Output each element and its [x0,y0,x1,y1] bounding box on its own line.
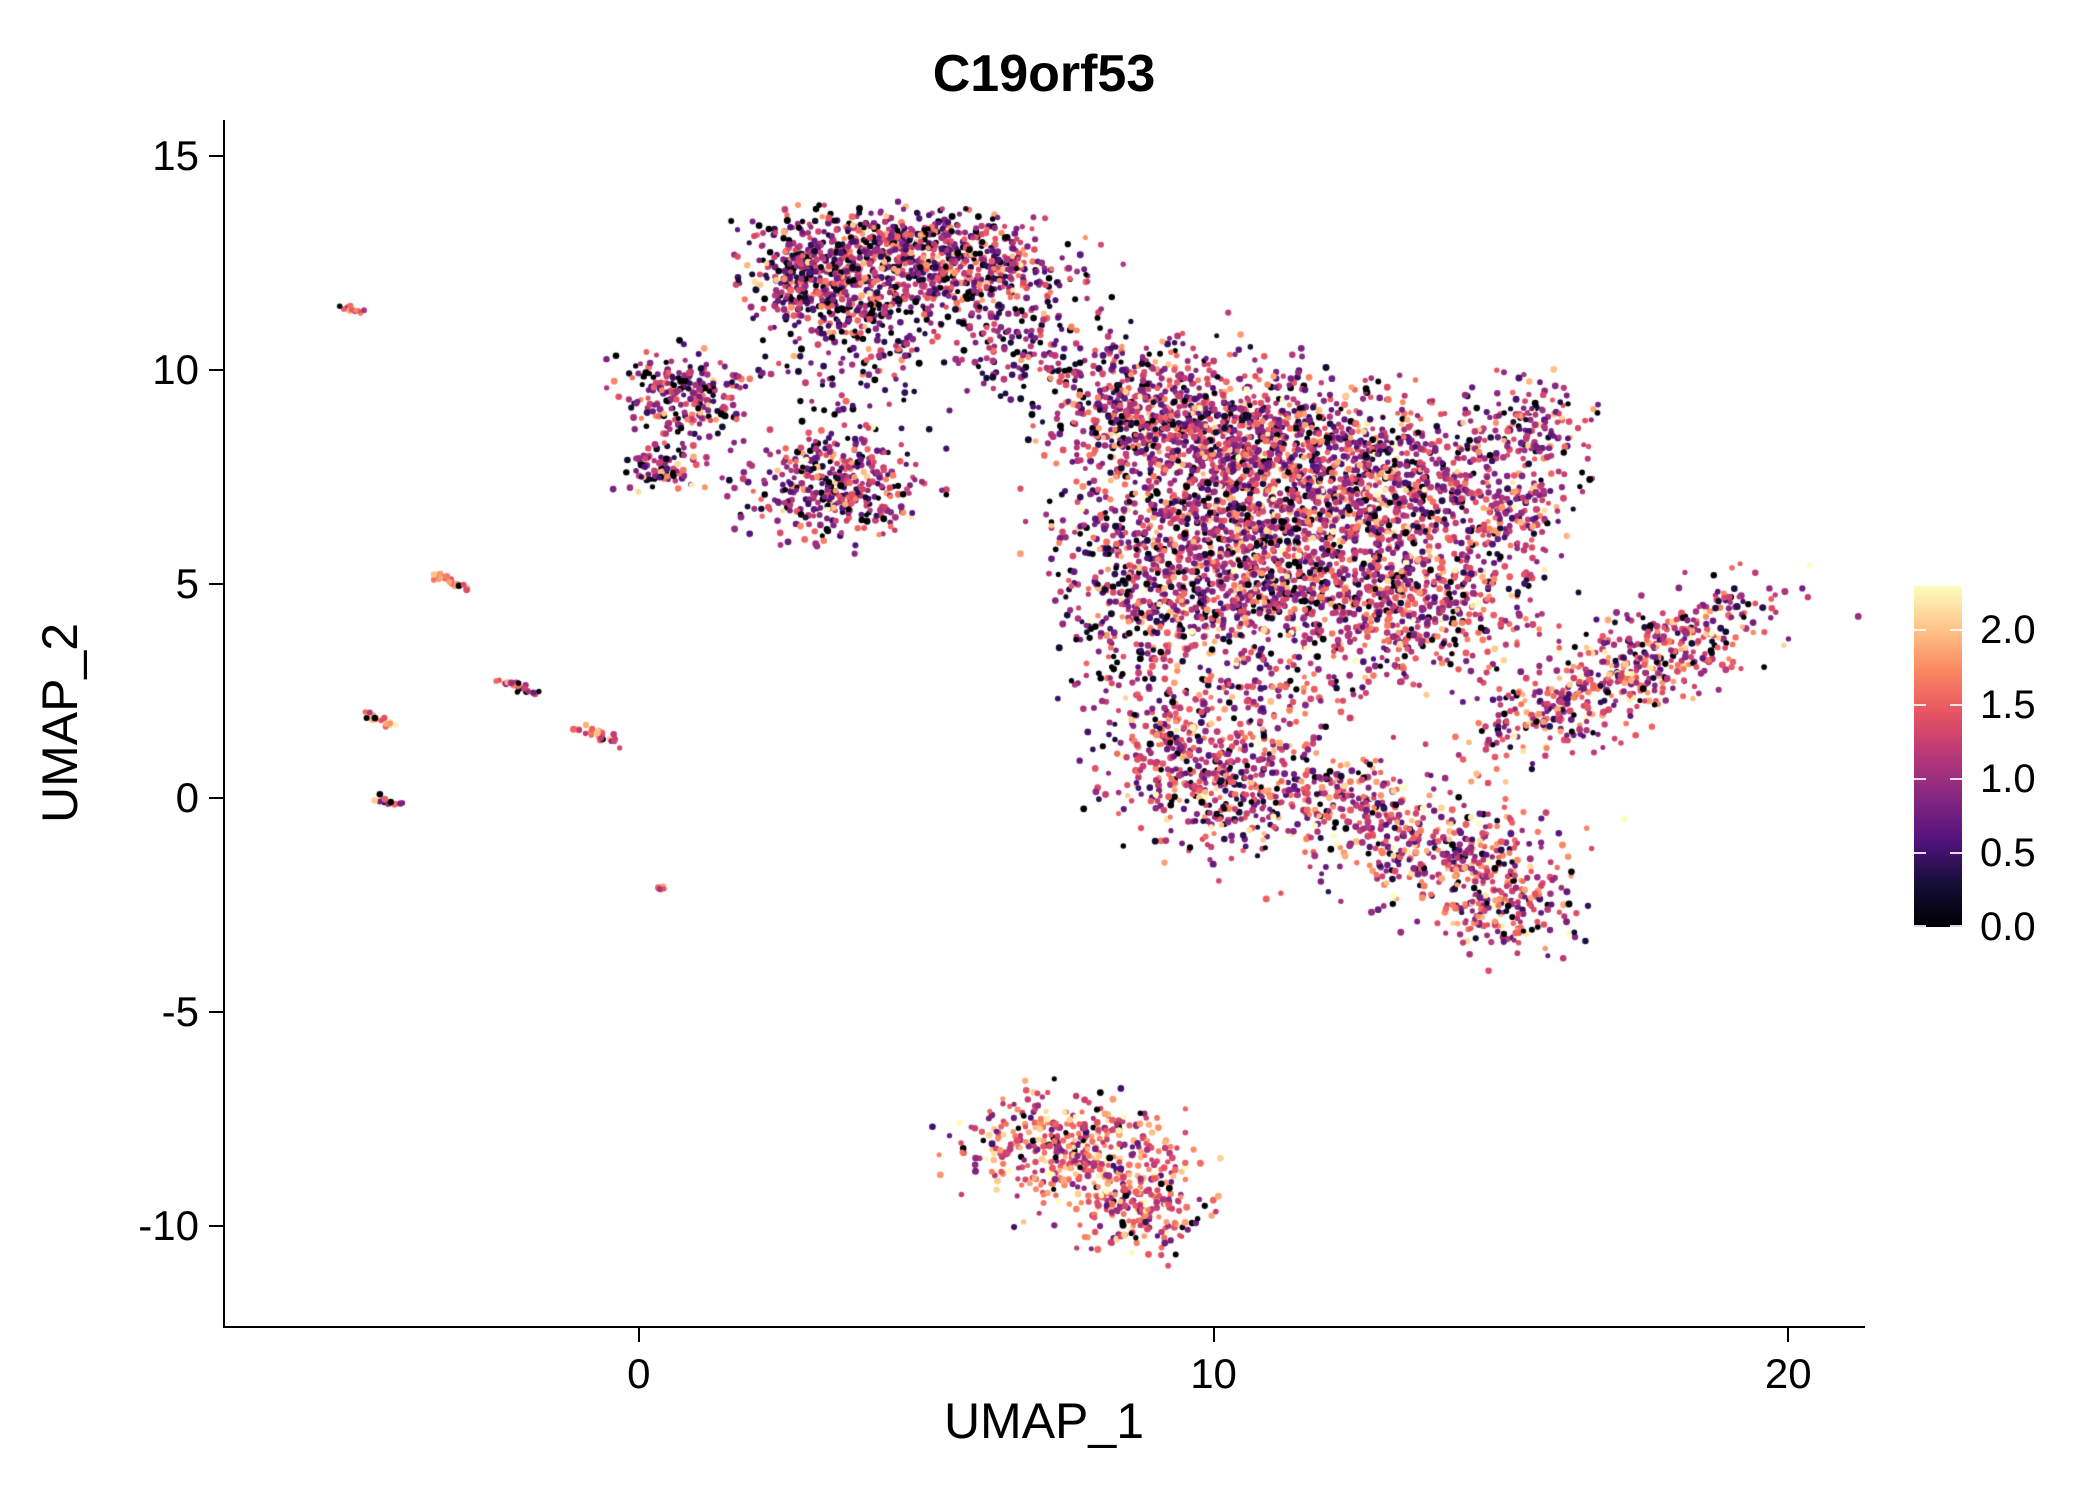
colorbar-tick-mark [1950,925,1962,927]
y-tick-mark [209,1010,223,1013]
colorbar-tick-label: 2.0 [1980,608,2036,653]
colorbar-tick-mark [1950,703,1962,706]
colorbar-tick-mark [1914,851,1926,854]
y-tick-label: -10 [138,1201,199,1249]
x-tick-mark [1787,1328,1790,1342]
y-tick-mark [209,155,223,158]
y-axis-line [223,120,225,1328]
colorbar-tick-label: 1.0 [1980,756,2036,801]
colorbar-tick-label: 0.5 [1980,830,2036,875]
y-tick-mark [209,369,223,372]
plot-title: C19orf53 [932,45,1156,103]
x-tick-mark [1212,1328,1215,1342]
colorbar-tick-mark [1914,629,1926,632]
y-tick-mark [209,796,223,799]
x-tick-label: 0 [627,1350,651,1397]
x-axis-title: UMAP_1 [943,1393,1145,1449]
colorbar-tick-mark [1914,925,1926,927]
colorbar-tick-label: 0.0 [1980,905,2036,949]
colorbar-tick-mark [1914,703,1926,706]
x-tick-label: 10 [1190,1350,1237,1397]
x-tick-label: 20 [1764,1350,1812,1397]
y-axis-title: UMAP_2 [32,622,88,824]
colorbar-tick-mark [1914,777,1926,780]
colorbar-tick-mark [1950,777,1962,780]
y-tick-mark [209,583,223,585]
y-tick-label: 15 [152,132,199,180]
colorbar-tick-label: 1.5 [1980,682,2036,727]
colorbar-gradient [1914,586,1962,927]
x-tick-mark [637,1328,640,1342]
x-axis-line [223,1326,1865,1328]
y-tick-label: 0 [175,773,199,821]
y-tick-label: -5 [161,987,199,1035]
colorbar-tick-mark [1950,629,1962,632]
y-tick-label: 5 [175,560,199,607]
colorbar-tick-mark [1950,851,1962,854]
umap-scatter-canvas [225,120,1863,1326]
y-tick-mark [209,1224,223,1227]
plot-panel [225,120,1863,1326]
y-tick-label: 10 [152,346,199,394]
